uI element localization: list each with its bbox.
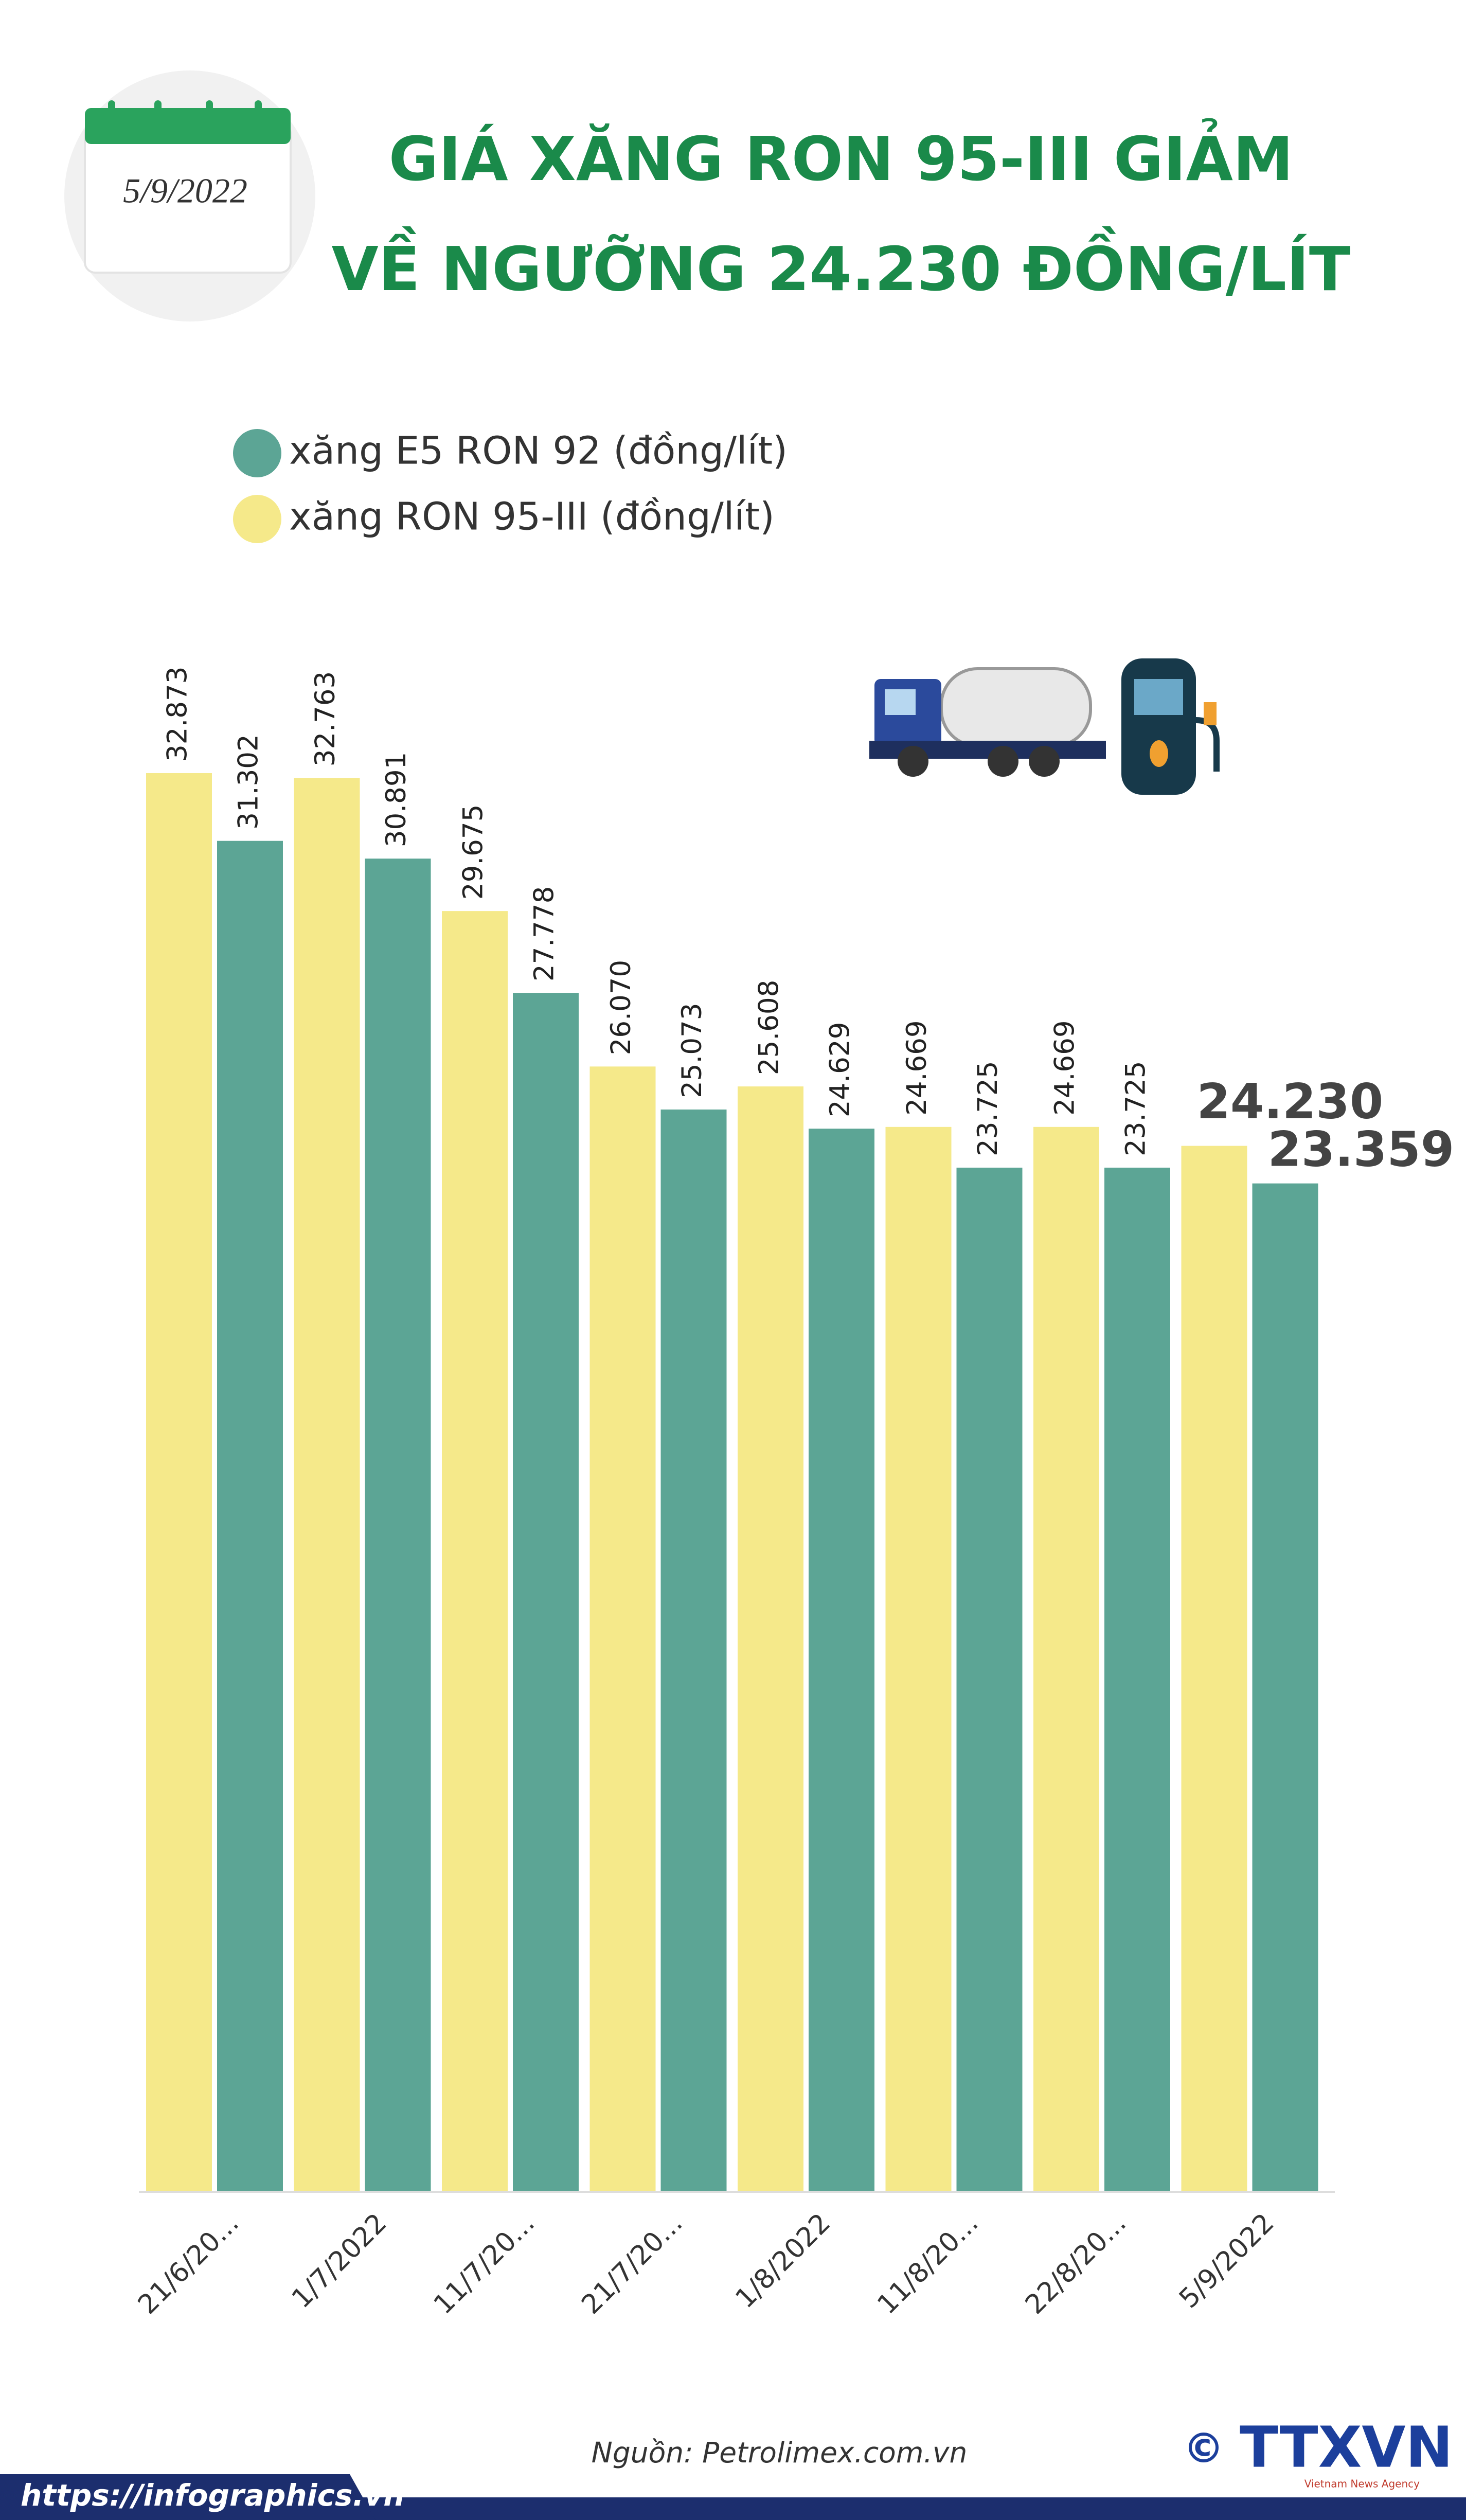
legend-swatch (233, 495, 281, 543)
x-tick-label: 21/7/20... (576, 2208, 688, 2320)
legend-label: xăng RON 95-III (đồng/lít) (289, 495, 775, 539)
x-tick-label: 22/8/20... (1020, 2208, 1132, 2320)
calendar-rings (108, 100, 262, 126)
bar (809, 1129, 874, 2191)
value-label: 24.230 (1197, 1074, 1384, 1130)
value-label: 32.763 (310, 671, 341, 766)
x-tick-label: 1/8/2022 (730, 2208, 837, 2315)
bar (1181, 1146, 1247, 2191)
bar (442, 911, 508, 2191)
value-label: 29.675 (458, 805, 489, 900)
bar (660, 1109, 727, 2191)
x-tick-label: 11/7/20... (428, 2208, 541, 2320)
bar (365, 859, 431, 2191)
bar (738, 1086, 803, 2191)
copyright: © (1183, 2424, 1224, 2472)
value-label: 23.359 (1268, 1122, 1455, 1178)
bar (294, 778, 360, 2191)
bar (1104, 1167, 1170, 2191)
bar (956, 1167, 1023, 2191)
source: Nguồn: Petrolimex.com.vn (592, 2436, 968, 2469)
bar (513, 993, 579, 2191)
bar (1033, 1127, 1099, 2191)
bar (589, 1066, 656, 2191)
date: 5/9/2022 (123, 171, 247, 210)
value-label: 32.873 (162, 667, 193, 762)
value-label: 27.778 (529, 886, 560, 981)
legend-swatch (233, 429, 281, 477)
title-line: GIÁ XĂNG RON 95-III GIẢM (389, 118, 1294, 194)
value-label: 26.070 (605, 960, 637, 1055)
x-tick-label: 11/8/20... (871, 2208, 984, 2320)
pump-icon (1121, 658, 1220, 795)
value-label: 31.302 (233, 734, 264, 829)
bar (885, 1127, 952, 2191)
logo: TTXVN (1240, 2414, 1453, 2480)
value-label: 23.725 (1120, 1061, 1152, 1156)
logo-sub: Vietnam News Agency (1304, 2478, 1420, 2490)
truck-icon (869, 667, 1106, 777)
url: https://infographics.vn (21, 2478, 405, 2513)
x-tick-label: 1/7/2022 (286, 2208, 393, 2315)
calendar-top (85, 108, 291, 144)
bar (146, 773, 212, 2191)
value-label: 25.073 (676, 1003, 708, 1098)
value-label: 25.608 (754, 980, 785, 1075)
title-line: VỀ NGƯỠNG 24.230 ĐỒNG/LÍT (332, 226, 1351, 305)
value-label: 24.629 (825, 1022, 856, 1117)
value-label: 30.891 (381, 752, 412, 847)
legend-label: xăng E5 RON 92 (đồng/lít) (289, 429, 788, 473)
value-label: 23.725 (972, 1061, 1004, 1156)
bar (217, 841, 283, 2191)
x-tick-label: 21/6/20... (132, 2208, 245, 2320)
value-label: 24.669 (901, 1020, 933, 1115)
url-tab (0, 2474, 376, 2520)
value-label: 24.669 (1049, 1020, 1081, 1115)
bar (1252, 1183, 1318, 2191)
x-tick-label: 5/9/2022 (1173, 2208, 1280, 2315)
